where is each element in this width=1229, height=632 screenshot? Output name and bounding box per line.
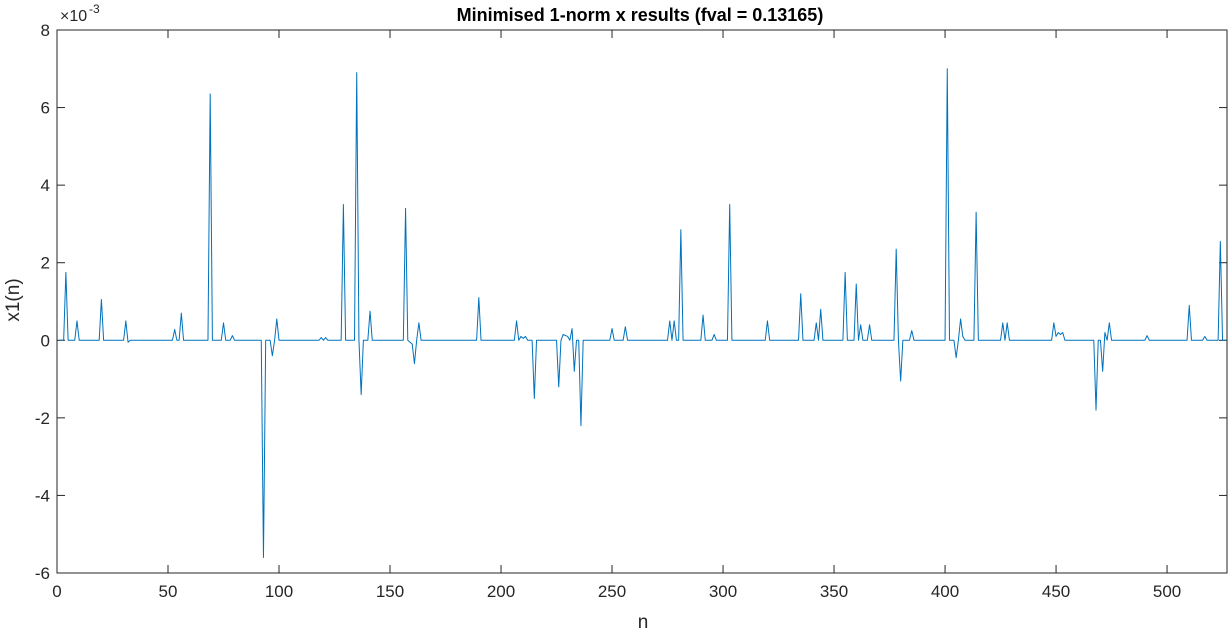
y-tick-label: -2 xyxy=(35,409,50,428)
x-tick-label: 350 xyxy=(820,582,848,601)
x-axis-ticks: 0 50 100 150 200 250 300 350 400 450 500 xyxy=(52,30,1181,601)
x-tick-label: 300 xyxy=(709,582,737,601)
y-axis-exponent: ×10 -3 xyxy=(60,2,100,25)
y-tick-label: 8 xyxy=(41,21,50,40)
y-axis-ticks: -6 -4 -2 0 2 4 6 8 xyxy=(35,21,1227,583)
y-axis-label: x1(n) xyxy=(3,278,24,321)
x-tick-label: 400 xyxy=(931,582,959,601)
y-exponent-base: ×10 xyxy=(60,8,87,25)
x-tick-label: 100 xyxy=(265,582,293,601)
y-tick-label: -6 xyxy=(35,564,50,583)
x-tick-label: 250 xyxy=(598,582,626,601)
x-tick-label: 0 xyxy=(52,582,61,601)
x-tick-label: 50 xyxy=(159,582,178,601)
y-tick-label: 4 xyxy=(41,176,50,195)
x-tick-label: 500 xyxy=(1153,582,1181,601)
chart-title: Minimised 1-norm x results (fval = 0.131… xyxy=(457,5,824,25)
plot-area-frame xyxy=(56,29,1228,574)
series-line xyxy=(59,68,1227,558)
x-tick-label: 450 xyxy=(1042,582,1070,601)
y-tick-label: 6 xyxy=(41,99,50,118)
x-axis-label: n xyxy=(638,612,649,632)
y-tick-label: 0 xyxy=(41,331,50,350)
y-exponent-power: -3 xyxy=(89,2,100,16)
y-tick-label: -4 xyxy=(35,486,50,505)
x-tick-label: 200 xyxy=(487,582,515,601)
y-tick-label: 2 xyxy=(41,254,50,273)
x-tick-label: 150 xyxy=(376,582,404,601)
